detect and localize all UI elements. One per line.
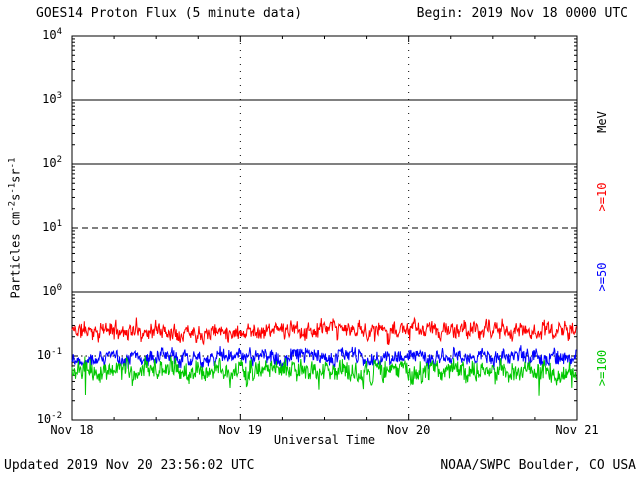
x-axis-title: Universal Time <box>273 433 376 447</box>
y-tick-label: 10-1 <box>36 347 62 362</box>
legend-label-10: >=10 <box>595 182 609 212</box>
series-line->=100 <box>71 356 577 396</box>
y-tick-label: 10-2 <box>36 411 62 426</box>
y-tick-label: 102 <box>42 155 62 170</box>
legend-label-50: >=50 <box>595 262 609 292</box>
x-tick-label: Nov 19 <box>218 423 262 437</box>
y-tick-label: 101 <box>42 219 62 234</box>
series-line->=10 <box>71 316 577 346</box>
y-tick-label: 103 <box>42 91 62 106</box>
legend-label-100: >=100 <box>595 349 609 387</box>
chart-title: GOES14 Proton Flux (5 minute data) <box>36 6 303 21</box>
x-tick-label: Nov 18 <box>50 423 94 437</box>
updated-timestamp: Updated 2019 Nov 20 23:56:02 UTC <box>4 458 255 473</box>
legend-label-MeV: MeV <box>595 111 609 133</box>
y-tick-label: 100 <box>42 283 62 298</box>
x-tick-label: Nov 21 <box>555 423 599 437</box>
y-tick-label: 104 <box>42 27 62 42</box>
series-line->=50 <box>71 345 577 370</box>
credit-text: NOAA/SWPC Boulder, CO USA <box>440 458 636 473</box>
x-tick-label: Nov 20 <box>386 423 431 437</box>
begin-timestamp: Begin: 2019 Nov 18 0000 UTC <box>416 6 628 21</box>
